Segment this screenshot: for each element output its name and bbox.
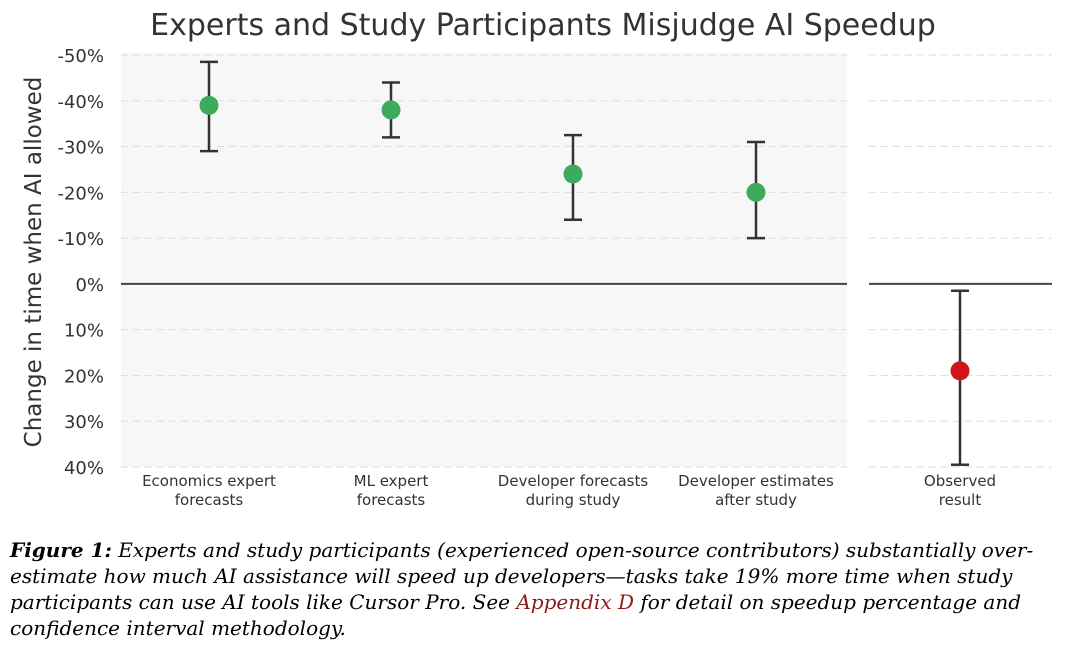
x-category-label: forecasts bbox=[357, 491, 426, 509]
x-category-label: Economics expert bbox=[142, 472, 276, 490]
caption-appendix-link[interactable]: Appendix D bbox=[516, 590, 634, 614]
y-tick-label: -50% bbox=[57, 46, 104, 67]
x-category-label: Observed bbox=[924, 472, 996, 490]
x-category-label: result bbox=[939, 491, 982, 509]
y-tick-label: 20% bbox=[64, 366, 104, 387]
y-tick-label: -40% bbox=[57, 92, 104, 113]
x-category-label: Developer estimates bbox=[678, 472, 834, 490]
y-tick-label: 10% bbox=[64, 321, 104, 342]
chart-title: Experts and Study Participants Misjudge … bbox=[150, 8, 936, 43]
caption-text-after-link: for detail on speedup percentage and con… bbox=[10, 590, 1022, 640]
y-tick-label: -20% bbox=[57, 183, 104, 204]
figure-caption: Figure 1: Experts and study participants… bbox=[10, 537, 1072, 641]
y-axis-label: Change in time when AI allowed bbox=[21, 77, 47, 448]
caption-text-before-link: Experts and study participants (experien… bbox=[10, 538, 1034, 614]
data-point bbox=[381, 100, 401, 120]
panel-background bbox=[121, 53, 847, 467]
y-tick-label: 30% bbox=[64, 412, 104, 433]
data-point bbox=[199, 95, 219, 115]
y-tick-label: 0% bbox=[75, 275, 104, 296]
x-category-label: Developer forecasts bbox=[498, 472, 649, 490]
y-tick-label: -10% bbox=[57, 229, 104, 250]
data-point bbox=[746, 182, 766, 202]
x-category-label: forecasts bbox=[175, 491, 244, 509]
chart: -50% -40% -30% -20% -10% 0% 10% 20% 30% 40% Expert… bbox=[21, 8, 1052, 509]
x-category-label: ML expert bbox=[354, 472, 429, 490]
caption-label: Figure 1: bbox=[10, 538, 112, 562]
y-tick-label: 40% bbox=[64, 458, 104, 479]
data-point bbox=[950, 361, 970, 381]
x-category-label: after study bbox=[715, 491, 797, 509]
chart-svg: -50% -40% -30% -20% -10% 0% 10% 20% 30% 40% Expert… bbox=[21, 8, 1052, 509]
x-category-label: during study bbox=[526, 491, 621, 509]
y-tick-label: -30% bbox=[57, 138, 104, 159]
data-point bbox=[563, 164, 583, 184]
